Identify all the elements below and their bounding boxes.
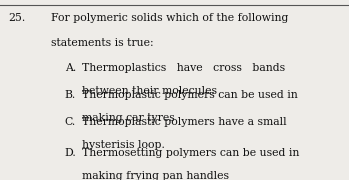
Text: between their molecules: between their molecules (82, 86, 217, 96)
Text: Thermoplastic polymers can be used in: Thermoplastic polymers can be used in (82, 90, 298, 100)
Text: 25.: 25. (9, 13, 26, 23)
Text: C.: C. (65, 117, 76, 127)
Text: making frying pan handles: making frying pan handles (82, 171, 229, 180)
Text: B.: B. (65, 90, 76, 100)
Text: A.: A. (65, 63, 76, 73)
Text: For polymeric solids which of the following: For polymeric solids which of the follow… (51, 13, 288, 23)
Text: Thermosetting polymers can be used in: Thermosetting polymers can be used in (82, 148, 299, 158)
Text: D.: D. (65, 148, 76, 158)
Text: making car tyres: making car tyres (82, 113, 175, 123)
Text: Thermoplastic polymers have a small: Thermoplastic polymers have a small (82, 117, 287, 127)
Text: statements is true:: statements is true: (51, 38, 153, 48)
Text: hysterisis loop.: hysterisis loop. (82, 140, 165, 150)
Text: Thermoplastics   have   cross   bands: Thermoplastics have cross bands (82, 63, 285, 73)
